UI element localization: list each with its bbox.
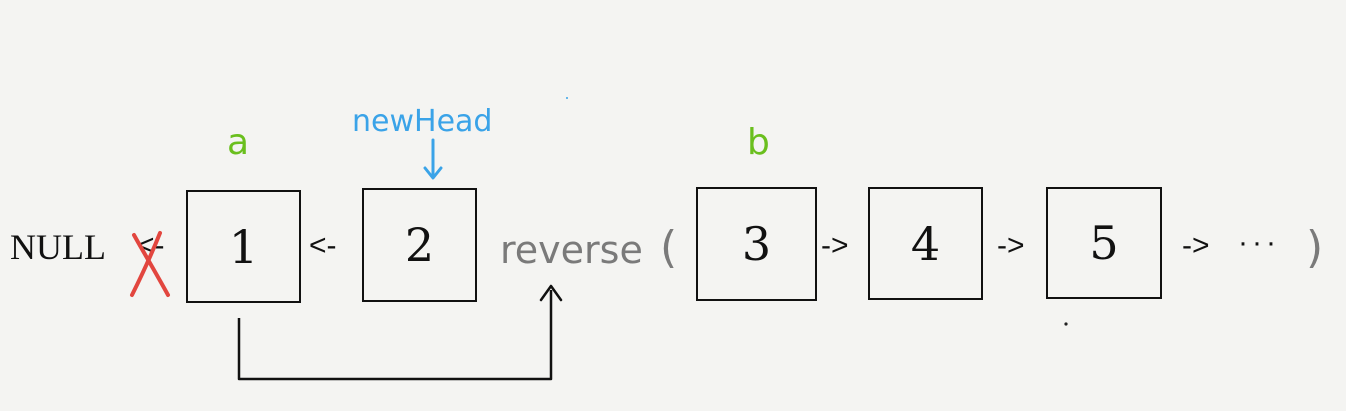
label-b: b <box>747 122 770 163</box>
pointer-2-to-1: <- <box>309 229 337 262</box>
list-node-3: 3 <box>696 187 817 301</box>
list-node-2: 2 <box>362 188 477 302</box>
pointer-5-to-next: -> <box>1182 229 1210 262</box>
reverse-function-name: reverse <box>500 228 643 272</box>
list-node-1: 1 <box>186 190 301 303</box>
list-node-4: 4 <box>868 187 983 300</box>
null-label: NULL <box>10 227 106 267</box>
list-node-5: 5 <box>1046 187 1162 299</box>
reverse-close-paren: ) <box>1306 222 1324 273</box>
label-a: a <box>227 122 250 163</box>
pointer-3-to-4: -> <box>821 229 849 262</box>
reverse-open-paren: ( <box>660 222 678 273</box>
down-arrow-icon <box>423 138 443 180</box>
pointer-4-to-5: -> <box>997 229 1025 262</box>
ellipsis: ··· <box>1238 226 1280 259</box>
label-new-head: newHead <box>352 104 493 139</box>
red-cross-icon <box>130 231 170 297</box>
